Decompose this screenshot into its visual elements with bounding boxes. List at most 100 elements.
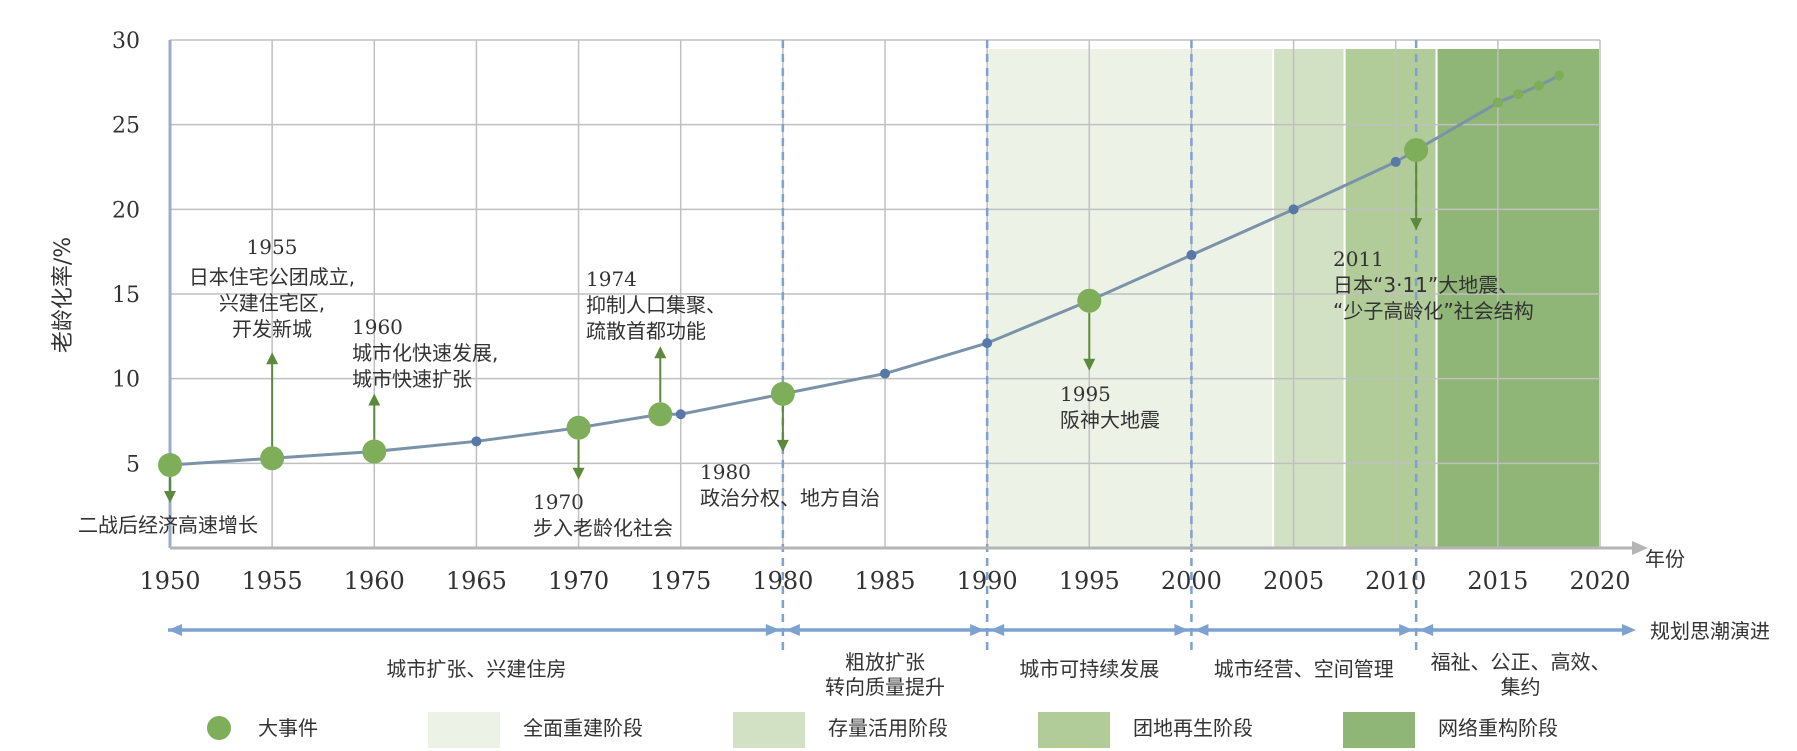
planning-period-label: 转向质量提升 bbox=[825, 675, 945, 699]
x-tick-label: 1975 bbox=[650, 567, 711, 595]
event-arrowhead bbox=[1410, 218, 1423, 231]
data-point bbox=[1390, 156, 1401, 167]
planning-period-label: 福祉、公正、高效、 bbox=[1431, 650, 1611, 674]
planning-period-label: 粗放扩张 bbox=[845, 650, 925, 674]
x-tick-label: 2010 bbox=[1365, 567, 1426, 595]
planning-arrow-left bbox=[990, 624, 1005, 636]
legend-event-marker bbox=[207, 716, 231, 740]
event-marker bbox=[362, 439, 387, 464]
stage-band-0 bbox=[986, 47, 1275, 549]
event-label: 日本“3·11”大地震、 bbox=[1333, 273, 1518, 297]
y-tick-label: 10 bbox=[112, 368, 140, 393]
planning-arrow-left bbox=[1419, 624, 1434, 636]
legend-label: 大事件 bbox=[258, 716, 318, 740]
x-tick-label: 2005 bbox=[1263, 567, 1324, 595]
y-tick-label: 30 bbox=[112, 29, 140, 54]
x-tick-label: 1960 bbox=[344, 567, 405, 595]
planning-arrow-left bbox=[785, 624, 800, 636]
event-year: 1970 bbox=[533, 490, 584, 514]
planning-label: 规划思潮演进 bbox=[1650, 619, 1770, 643]
legend-swatch bbox=[1038, 712, 1110, 748]
series-line-group bbox=[169, 70, 1565, 467]
events: 二战后经济高速增长 1955 日本住宅公团成立,兴建住宅区,开发新城 1960城市化快… bbox=[78, 138, 1534, 540]
event-arrowhead bbox=[164, 491, 176, 504]
event-year: 1980 bbox=[700, 460, 751, 484]
event-label: 日本住宅公团成立, bbox=[189, 265, 355, 289]
legend-swatch bbox=[733, 712, 805, 748]
y-tick-label: 5 bbox=[126, 452, 140, 477]
event-label: 兴建住宅区, bbox=[219, 291, 325, 315]
legend-swatch bbox=[428, 712, 500, 748]
stage-band-3 bbox=[1435, 47, 1601, 549]
legend-label: 团地再生阶段 bbox=[1133, 716, 1253, 740]
data-point bbox=[1186, 250, 1197, 261]
axes: 1950 1955 1960 1965 1970 1975 1980 1985 1990 1995… bbox=[51, 29, 1685, 595]
data-point bbox=[982, 338, 993, 349]
planning-period-label: 城市经营、空间管理 bbox=[1214, 657, 1394, 681]
event-label: “少子高龄化”社会结构 bbox=[1333, 299, 1534, 323]
event-marker bbox=[1404, 138, 1429, 163]
y-axis-title: 老龄化率/% bbox=[51, 237, 76, 353]
planning-arrow-left bbox=[168, 624, 182, 636]
event-label: 城市化快速发展, bbox=[352, 341, 498, 365]
y-tick-label: 25 bbox=[112, 114, 140, 139]
x-tick-label: 1950 bbox=[139, 567, 200, 595]
planning-arrow-right bbox=[1622, 624, 1636, 636]
x-tick-label: 1995 bbox=[1059, 567, 1120, 595]
planning-arrow-right bbox=[1174, 624, 1189, 636]
event-marker bbox=[260, 446, 285, 471]
event-marker bbox=[158, 453, 182, 478]
event-marker bbox=[1077, 288, 1102, 313]
data-point bbox=[1513, 89, 1524, 100]
event-year: 1974 bbox=[586, 267, 637, 291]
event-label: 疏散首都功能 bbox=[586, 319, 706, 343]
event-label: 政治分权、地方自治 bbox=[700, 486, 880, 510]
stage-bands bbox=[986, 47, 1601, 549]
x-tick-label: 1980 bbox=[752, 567, 813, 595]
stage-band-2 bbox=[1343, 47, 1438, 549]
data-point bbox=[1288, 204, 1299, 215]
legend-label: 网络重构阶段 bbox=[1438, 716, 1558, 740]
event-label: 步入老龄化社会 bbox=[533, 516, 673, 540]
y-tick-label: 15 bbox=[112, 283, 140, 308]
event-year: 1955 bbox=[247, 235, 298, 259]
event-year: 2011 bbox=[1333, 247, 1384, 271]
event-label: 二战后经济高速增长 bbox=[78, 513, 258, 537]
data-point bbox=[675, 409, 686, 420]
x-tick-label: 2000 bbox=[1161, 567, 1222, 595]
data-point bbox=[880, 368, 890, 379]
y-tick-label: 20 bbox=[112, 198, 140, 223]
planning-period-label: 城市扩张、兴建住房 bbox=[386, 657, 566, 681]
event-label: 城市快速扩张 bbox=[352, 367, 472, 391]
planning-arrow-right bbox=[970, 624, 985, 636]
event-label: 阪神大地震 bbox=[1060, 408, 1160, 432]
planning-arrow-left bbox=[1194, 624, 1209, 636]
planning-period-label: 集约 bbox=[1501, 675, 1541, 699]
x-tick-label: 1965 bbox=[446, 567, 507, 595]
event-label: 开发新城 bbox=[232, 317, 312, 341]
x-tick-label: 1990 bbox=[957, 567, 1018, 595]
legend: 大事件 全面重建阶段 存量活用阶段 团地再生阶段 网络重构阶段 bbox=[207, 712, 1558, 748]
event-arrowhead bbox=[572, 467, 585, 480]
event-arrowhead bbox=[654, 346, 667, 359]
event-marker bbox=[566, 415, 591, 440]
x-axis-arrow bbox=[1632, 541, 1648, 555]
event-arrowhead bbox=[368, 393, 381, 406]
planning-period-label: 城市可持续发展 bbox=[1019, 657, 1159, 681]
x-tick-label: 1985 bbox=[854, 567, 915, 595]
data-point bbox=[1554, 70, 1565, 81]
x-tick-label: 2020 bbox=[1569, 567, 1630, 595]
x-tick-label: 1955 bbox=[242, 567, 303, 595]
event-marker bbox=[770, 381, 795, 406]
event-arrowhead bbox=[776, 439, 789, 452]
event-year: 1995 bbox=[1060, 382, 1111, 406]
legend-label: 存量活用阶段 bbox=[828, 716, 948, 740]
planning-arrow-right bbox=[1399, 624, 1414, 636]
data-point bbox=[1492, 97, 1503, 108]
planning-arrow-right bbox=[765, 624, 780, 636]
event-arrowhead bbox=[1083, 358, 1096, 371]
x-axis-title: 年份 bbox=[1645, 547, 1685, 571]
legend-label: 全面重建阶段 bbox=[523, 716, 643, 740]
event-label: 抑制人口集聚、 bbox=[586, 293, 726, 317]
